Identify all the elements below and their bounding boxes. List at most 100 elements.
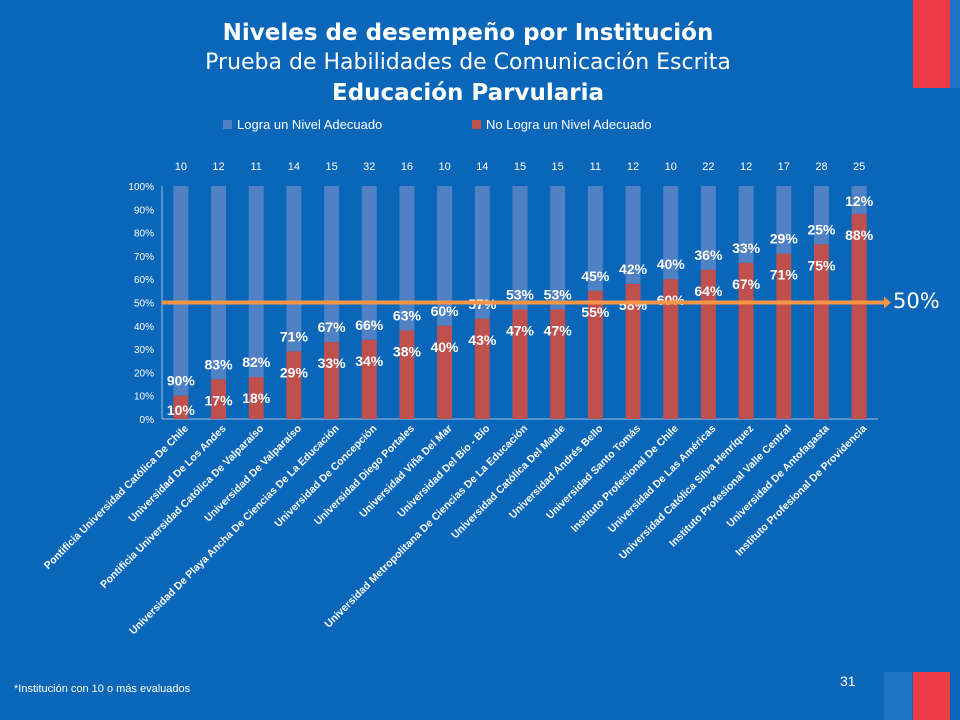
data-label-no-logra: 33% <box>318 355 347 371</box>
count-label: 22 <box>702 161 714 173</box>
bar-logra <box>700 186 716 270</box>
data-label-no-logra: 71% <box>770 267 799 283</box>
bar-logra <box>663 186 679 280</box>
bar-logra <box>437 186 453 326</box>
data-label-logra: 29% <box>770 231 799 247</box>
data-label-no-logra: 60% <box>657 292 686 308</box>
category-label: Universidad Católica Silva Henríquez <box>617 423 756 562</box>
data-label-logra: 83% <box>205 356 234 372</box>
data-label-no-logra: 67% <box>732 276 761 292</box>
category-label: Pontificia Universidad Católica De Valpa… <box>98 423 266 591</box>
data-label-logra: 71% <box>280 328 309 344</box>
y-tick-label: 70% <box>134 252 154 263</box>
bar-logra <box>738 186 754 263</box>
bar-logra <box>399 186 415 331</box>
count-label: 17 <box>778 161 790 173</box>
y-tick-label: 100% <box>128 182 154 193</box>
legend-label: No Logra un Nivel Adecuado <box>486 117 652 132</box>
count-label: 10 <box>175 161 187 173</box>
data-label-no-logra: 75% <box>807 257 836 273</box>
y-tick-label: 40% <box>134 322 154 333</box>
data-label-logra: 60% <box>431 303 460 319</box>
y-tick-label: 20% <box>134 368 154 379</box>
y-tick-label: 10% <box>134 392 154 403</box>
bar-logra <box>211 186 227 380</box>
bar-logra <box>587 186 603 291</box>
bar-no-logra <box>813 244 829 419</box>
y-tick-label: 30% <box>134 345 154 356</box>
count-label: 28 <box>815 161 827 173</box>
count-label: 10 <box>665 161 677 173</box>
count-label: 16 <box>401 161 413 173</box>
bar-no-logra <box>211 379 227 419</box>
data-label-no-logra: 88% <box>845 227 874 243</box>
title-line-1: Niveles de desempeño por Institución <box>222 20 714 46</box>
bar-no-logra <box>286 351 302 419</box>
data-label-no-logra: 38% <box>393 343 422 359</box>
reference-line-label: 50% <box>893 289 940 313</box>
y-tick-label: 60% <box>134 275 154 286</box>
bottom-right-accent-bar <box>913 672 950 720</box>
data-label-no-logra: 34% <box>355 353 384 369</box>
legend-label: Logra un Nivel Adecuado <box>237 117 382 132</box>
count-label: 12 <box>740 161 752 173</box>
footnote: *Institución con 10 o más evaluados <box>14 683 191 695</box>
chart-title: Niveles de desempeño por Institución Pru… <box>0 18 936 108</box>
data-label-logra: 66% <box>355 317 384 333</box>
count-label: 15 <box>552 161 564 173</box>
count-label: 12 <box>627 161 639 173</box>
count-label: 15 <box>514 161 526 173</box>
data-label-no-logra: 43% <box>468 332 497 348</box>
bar-no-logra <box>324 342 340 419</box>
bar-no-logra <box>776 253 792 419</box>
data-label-logra: 33% <box>732 240 761 256</box>
category-label: Instituto Profesional De Providencia <box>733 423 869 559</box>
data-label-logra: 53% <box>544 286 573 302</box>
bar-no-logra <box>173 395 189 419</box>
bar-logra <box>286 186 302 352</box>
data-label-no-logra: 64% <box>694 283 723 299</box>
bar-no-logra <box>663 279 679 419</box>
data-label-logra: 63% <box>393 307 422 323</box>
bar-logra <box>550 186 566 310</box>
bar-no-logra <box>625 283 641 419</box>
data-label-no-logra: 40% <box>431 339 460 355</box>
bar-no-logra <box>587 290 603 419</box>
y-tick-label: 0% <box>140 415 155 426</box>
count-label: 32 <box>363 161 375 173</box>
bar-no-logra <box>512 309 528 419</box>
bar-no-logra <box>437 325 453 419</box>
bar-logra <box>625 186 641 284</box>
top-right-accent-shadow <box>950 0 960 88</box>
y-tick-label: 80% <box>134 229 154 240</box>
data-label-no-logra: 18% <box>242 390 271 406</box>
data-label-logra: 82% <box>242 354 271 370</box>
bar-no-logra <box>361 339 377 419</box>
bar-logra <box>474 186 490 319</box>
bottom-right-accent-shadow <box>884 672 912 720</box>
data-label-no-logra: 47% <box>544 322 573 338</box>
bar-no-logra <box>399 330 415 419</box>
bar-logra <box>776 186 792 254</box>
data-label-logra: 45% <box>581 268 610 284</box>
y-tick-label: 90% <box>134 205 154 216</box>
count-label: 15 <box>325 161 337 173</box>
category-label: Pontificia Universidad Católica De Chile <box>42 423 191 572</box>
bar-no-logra <box>550 309 566 419</box>
data-label-logra: 53% <box>506 286 535 302</box>
bar-logra <box>248 186 264 378</box>
data-label-no-logra: 10% <box>167 402 196 418</box>
bar-no-logra <box>248 377 264 419</box>
data-label-no-logra: 47% <box>506 322 535 338</box>
data-label-logra: 90% <box>167 373 196 389</box>
data-label-no-logra: 29% <box>280 364 309 380</box>
count-label: 14 <box>476 161 488 173</box>
legend-swatch <box>223 120 232 129</box>
count-label: 14 <box>288 161 300 173</box>
count-label: 11 <box>250 161 261 173</box>
data-label-logra: 12% <box>845 193 874 209</box>
title-line-2: Prueba de Habilidades de Comunicación Es… <box>205 50 731 75</box>
bar-logra <box>512 186 528 310</box>
page-number: 31 <box>840 673 856 689</box>
